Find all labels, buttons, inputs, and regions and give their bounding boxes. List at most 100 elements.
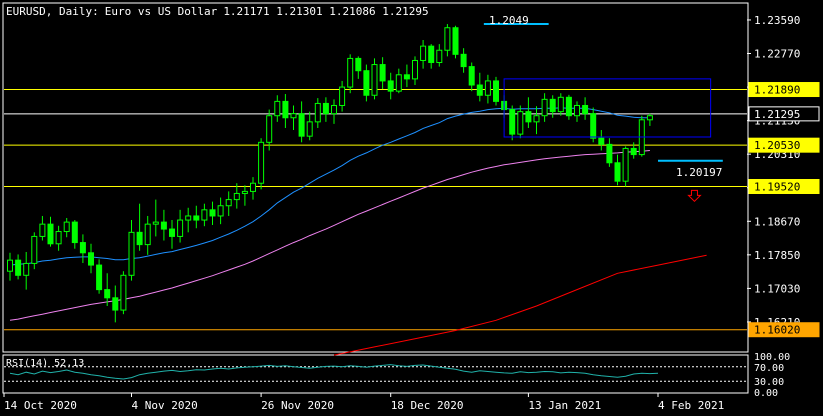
candle-78 bbox=[638, 115, 645, 157]
sell-arrow-icon bbox=[687, 189, 702, 203]
candle-body-down bbox=[630, 147, 637, 156]
candle-66 bbox=[541, 93, 548, 122]
candle-74 bbox=[606, 138, 613, 167]
candle-50 bbox=[412, 56, 418, 86]
candle-58 bbox=[476, 72, 483, 102]
candle-body-down bbox=[104, 289, 111, 299]
candle-body-up bbox=[371, 64, 378, 96]
rsi-axis-label: 100.00 bbox=[754, 352, 790, 363]
candle-54 bbox=[444, 24, 451, 57]
candle-body-down bbox=[476, 84, 483, 96]
candle-body-down bbox=[71, 221, 78, 244]
candle-9 bbox=[79, 234, 86, 264]
candle-body-down bbox=[136, 231, 143, 246]
candle-42 bbox=[347, 54, 354, 94]
candle-body-up bbox=[484, 80, 491, 96]
candle-body-up bbox=[39, 223, 46, 237]
price-tick-label: 1.22770 bbox=[754, 48, 800, 61]
candle-41 bbox=[339, 80, 346, 112]
candle-67 bbox=[549, 95, 556, 118]
candle-body-up bbox=[144, 223, 151, 246]
candle-21 bbox=[177, 209, 184, 243]
candle-body-up bbox=[290, 113, 297, 119]
candle-body-up bbox=[120, 274, 127, 311]
candle-39 bbox=[322, 97, 329, 122]
candle-6 bbox=[55, 225, 62, 251]
candle-body-up bbox=[541, 98, 548, 117]
candle-body-down bbox=[493, 80, 499, 102]
candle-36 bbox=[298, 101, 305, 143]
candle-body-down bbox=[88, 252, 94, 266]
candle-26 bbox=[217, 197, 224, 225]
candle-body-down bbox=[160, 221, 167, 230]
candle-body-down bbox=[525, 111, 532, 123]
candle-23 bbox=[193, 205, 200, 229]
rsi-axis-label: 30.00 bbox=[754, 377, 784, 388]
candle-body-down bbox=[614, 162, 621, 182]
candle-body-down bbox=[96, 264, 103, 291]
candle-body-up bbox=[436, 49, 443, 64]
candle-65 bbox=[533, 106, 540, 135]
candle-76 bbox=[622, 146, 629, 187]
candle-20 bbox=[169, 220, 175, 249]
candle-70 bbox=[574, 101, 580, 122]
candle-body-down bbox=[387, 80, 394, 92]
candle-body-down bbox=[509, 109, 516, 135]
candle-body-up bbox=[622, 147, 629, 182]
candle-44 bbox=[363, 64, 370, 102]
candle-body-up bbox=[420, 45, 427, 61]
candle-body-up bbox=[128, 231, 135, 276]
date-tick-label: 18 Dec 2020 bbox=[391, 399, 464, 412]
candle-68 bbox=[557, 93, 564, 116]
rsi-axis-label: 70.00 bbox=[754, 363, 784, 374]
candle-body-down bbox=[565, 96, 572, 117]
candle-body-up bbox=[339, 86, 346, 106]
candle-34 bbox=[282, 94, 289, 128]
symbol-description: Euro vs US Dollar bbox=[105, 5, 218, 18]
candle-19 bbox=[160, 209, 167, 241]
candle-body-up bbox=[7, 259, 13, 272]
candle-16 bbox=[136, 203, 143, 251]
chart-objects bbox=[483, 23, 723, 203]
candle-body-up bbox=[63, 221, 70, 233]
candle-1 bbox=[15, 254, 22, 280]
high-annotation: 1.2049 bbox=[489, 14, 529, 27]
candle-body-up bbox=[314, 102, 321, 123]
candle-body-up bbox=[233, 192, 240, 201]
candle-71 bbox=[582, 97, 589, 120]
level-price-label: 1.21890 bbox=[754, 84, 800, 97]
candle-30 bbox=[250, 177, 256, 200]
candle-49 bbox=[403, 64, 410, 88]
candle-body-down bbox=[460, 53, 467, 68]
date-tick-label: 4 Nov 2020 bbox=[132, 399, 198, 412]
candle-body-up bbox=[557, 96, 564, 113]
candle-45 bbox=[371, 58, 378, 100]
candle-body-up bbox=[185, 215, 192, 221]
level-price-tag bbox=[748, 322, 820, 338]
candle-body-down bbox=[112, 297, 119, 311]
candle-body-up bbox=[152, 221, 159, 225]
candle-56 bbox=[460, 48, 467, 73]
candle-40 bbox=[331, 99, 337, 124]
candle-52 bbox=[428, 44, 435, 69]
candle-body-down bbox=[209, 209, 216, 217]
candle-57 bbox=[468, 62, 475, 92]
candle-body-up bbox=[646, 115, 653, 121]
candle-body-down bbox=[379, 64, 386, 82]
rsi-label: RSI(14) 52.13 bbox=[6, 358, 84, 369]
candle-body-up bbox=[517, 111, 524, 135]
candle-5 bbox=[47, 216, 54, 247]
candle-body-down bbox=[598, 137, 605, 145]
candle-body-down bbox=[549, 98, 556, 113]
level-price-label: 1.21295 bbox=[754, 108, 800, 121]
candle-4 bbox=[39, 215, 46, 241]
level-price-label: 1.16020 bbox=[754, 324, 800, 337]
candle-28 bbox=[233, 183, 240, 209]
candle-body-up bbox=[217, 205, 224, 217]
candle-18 bbox=[152, 199, 159, 237]
candle-body-down bbox=[582, 104, 589, 115]
candle-79 bbox=[646, 113, 653, 126]
